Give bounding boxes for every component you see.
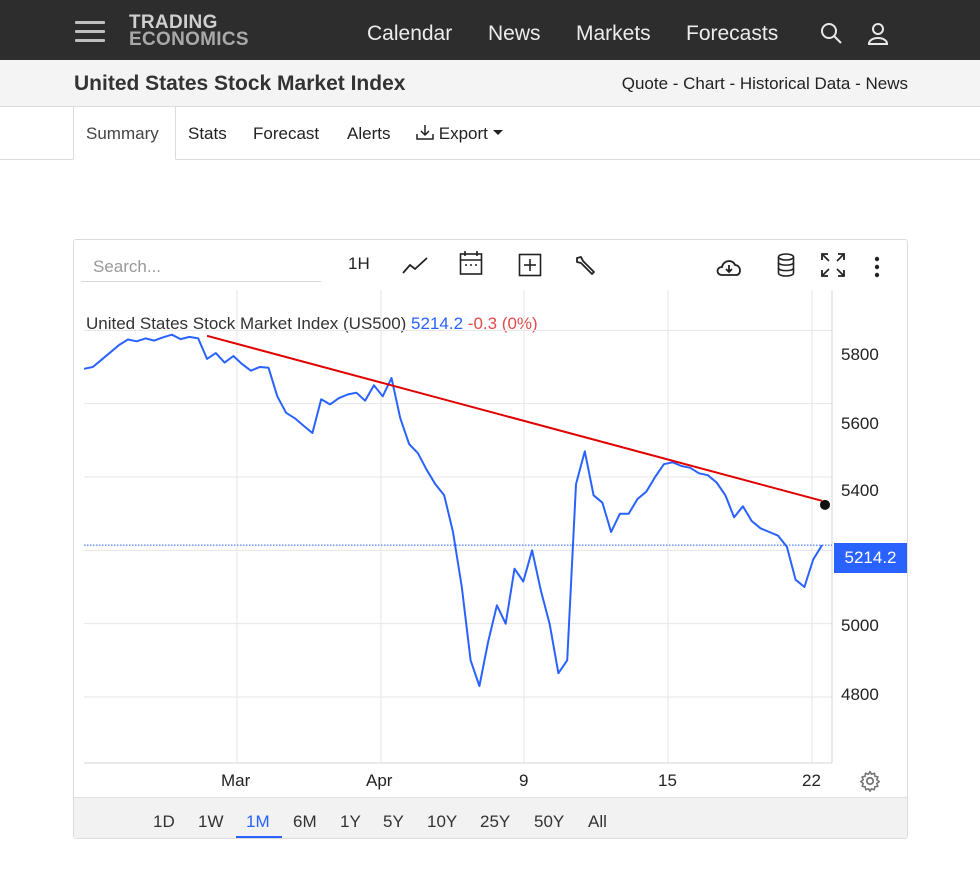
caret-down-icon	[492, 130, 503, 135]
x-tick-label: Mar	[221, 771, 251, 790]
tabs-bar: Summary Stats Forecast Alerts Export	[0, 107, 980, 160]
legend-price: 5214.2	[411, 314, 464, 333]
x-tick-label: 15	[658, 771, 677, 790]
x-tick-label: 22	[802, 771, 821, 790]
chart-series	[83, 333, 832, 687]
more-vertical-icon[interactable]	[872, 254, 882, 280]
tab-export-label: Export	[438, 124, 488, 143]
logo[interactable]: TRADING ECONOMICS	[129, 12, 249, 50]
y-tick-label: 4800	[841, 685, 879, 704]
range-1w[interactable]: 1W	[198, 812, 224, 831]
nav-link-forecasts[interactable]: Forecasts	[686, 22, 779, 45]
menu-icon[interactable]	[75, 19, 107, 45]
fullscreen-icon[interactable]	[821, 252, 845, 278]
y-tick-label: 5400	[841, 481, 879, 500]
quick-link-quote[interactable]: Quote	[621, 74, 669, 93]
quick-links: Quote - Chart - Historical Data - News	[622, 74, 908, 94]
chart-container	[73, 239, 908, 839]
logo-line-1: TRADING	[129, 12, 218, 33]
chart-legend: United States Stock Market Index (US500)…	[86, 314, 538, 334]
user-icon[interactable]	[867, 22, 889, 46]
x-tick-label: Apr	[366, 771, 393, 790]
top-navbar: TRADING ECONOMICS Calendar News Markets …	[0, 0, 980, 60]
gear-icon[interactable]	[859, 770, 881, 792]
range-5y[interactable]: 5Y	[383, 812, 404, 831]
y-tick-label: 5000	[841, 616, 879, 635]
last-price-tag: 5214.2	[834, 543, 907, 573]
tab-export[interactable]: Export	[416, 124, 503, 144]
logo-line-2: ECONOMICS	[129, 29, 249, 50]
line-chart-icon[interactable]	[402, 253, 428, 279]
tab-stats[interactable]: Stats	[188, 124, 227, 143]
nav-link-news[interactable]: News	[488, 22, 541, 45]
range-selector-bar	[74, 797, 907, 838]
nav-link-calendar[interactable]: Calendar	[367, 22, 453, 45]
page-title: United States Stock Market Index	[74, 72, 406, 95]
y-tick-label: 5800	[841, 345, 879, 364]
search-icon[interactable]	[820, 22, 842, 44]
nav-link-markets[interactable]: Markets	[576, 22, 651, 45]
interval-button[interactable]: 1H	[348, 254, 370, 273]
sub-header: United States Stock Market Index Quote -…	[0, 60, 980, 107]
price-series-line	[83, 333, 823, 687]
range-6m[interactable]: 6M	[293, 812, 317, 831]
database-icon[interactable]	[777, 252, 795, 278]
trendline	[206, 334, 823, 502]
range-all[interactable]: All	[588, 812, 607, 831]
tab-summary[interactable]: Summary	[86, 124, 159, 143]
chart-search-input[interactable]	[81, 252, 321, 282]
trendline-handle	[820, 499, 830, 510]
tab-alerts[interactable]: Alerts	[347, 124, 391, 143]
separator: -	[850, 74, 866, 93]
range-25y[interactable]: 25Y	[480, 812, 511, 831]
calendar-icon[interactable]	[459, 250, 483, 276]
range-1y[interactable]: 1Y	[340, 812, 361, 831]
download-cloud-icon[interactable]	[715, 254, 743, 280]
range-1d[interactable]: 1D	[153, 812, 175, 831]
range-1m[interactable]: 1M	[246, 812, 270, 831]
legend-series-name: United States Stock Market Index (US500)	[86, 314, 407, 333]
legend-change: -0.3 (0%)	[467, 314, 538, 333]
chart-grid	[84, 290, 833, 764]
range-10y[interactable]: 10Y	[427, 812, 458, 831]
quick-link-historical-data[interactable]: Historical Data	[739, 74, 851, 93]
quick-link-chart[interactable]: Chart	[683, 74, 725, 93]
separator: -	[668, 74, 684, 93]
quick-link-news[interactable]: News	[865, 74, 908, 93]
download-icon	[416, 125, 434, 140]
wrench-icon[interactable]	[574, 253, 598, 279]
range-50y[interactable]: 50Y	[534, 812, 565, 831]
y-tick-label: 5600	[841, 414, 879, 433]
separator: -	[724, 74, 740, 93]
tab-forecast[interactable]: Forecast	[253, 124, 320, 143]
tab-summary-container	[73, 107, 176, 160]
x-tick-label: 9	[519, 771, 529, 790]
active-range-indicator	[236, 836, 282, 838]
add-indicator-icon[interactable]	[518, 252, 542, 278]
